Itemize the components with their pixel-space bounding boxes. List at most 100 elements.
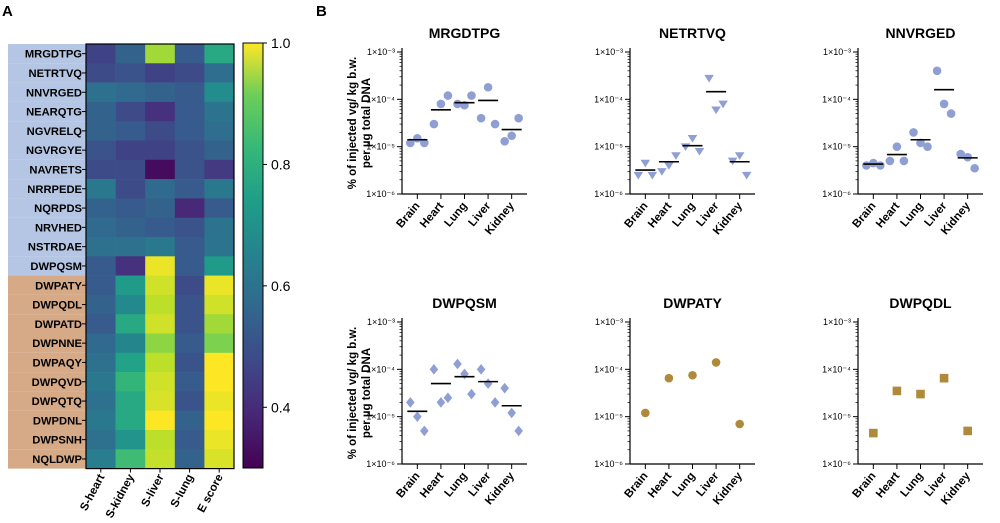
heatmap-cell bbox=[174, 391, 205, 411]
y-tick-label: 1×10⁻³ bbox=[367, 47, 395, 57]
heatmap-cell bbox=[174, 82, 205, 103]
heatmap-cell bbox=[115, 121, 146, 141]
data-point bbox=[711, 106, 721, 115]
row-group-band bbox=[8, 237, 86, 257]
colorbar-tick-label: 0.6 bbox=[271, 278, 291, 294]
heatmap-cell bbox=[145, 333, 176, 354]
heatmap-cell bbox=[115, 217, 146, 238]
heatmap-cell bbox=[145, 101, 176, 122]
heatmap-cell bbox=[86, 430, 116, 450]
data-point bbox=[514, 425, 523, 437]
heatmap-cell bbox=[204, 372, 235, 392]
heatmap-cell bbox=[115, 179, 146, 199]
heatmap-cell bbox=[145, 82, 176, 103]
heatmap-cell bbox=[145, 179, 176, 199]
heatmap-cell bbox=[204, 294, 235, 315]
y-tick-label: 1×10⁻⁵ bbox=[594, 142, 623, 152]
data-point bbox=[500, 136, 509, 146]
row-group-band bbox=[8, 352, 86, 373]
heatmap-cell bbox=[174, 140, 205, 161]
heatmap-row-label: NEARQTG bbox=[26, 107, 82, 119]
data-point bbox=[467, 388, 476, 400]
heatmap-row-label: NSTRDAE bbox=[28, 242, 83, 254]
y-tick-label: 1×10⁻³ bbox=[823, 317, 851, 327]
heatmap-cell bbox=[145, 352, 176, 373]
data-point bbox=[892, 142, 902, 151]
data-point bbox=[963, 426, 972, 436]
data-point bbox=[657, 168, 667, 176]
scatter-title: DWPQDL bbox=[889, 295, 952, 311]
heatmap-cell bbox=[86, 82, 116, 103]
y-tick-label: 1×10⁻⁶ bbox=[822, 189, 851, 199]
heatmap-cell bbox=[86, 63, 116, 83]
heatmap-cell bbox=[86, 237, 116, 257]
y-tick-label: 1×10⁻³ bbox=[823, 47, 851, 57]
heatmap-row-label: DWPDNL bbox=[33, 415, 82, 427]
data-point bbox=[483, 378, 493, 389]
scatter-panel-dwpaty: DWPATY 1×10⁻⁶ 1×10⁻⁵ 1×10⁻⁴ 1×10⁻³ BrainHeart… bbox=[594, 295, 755, 507]
x-tick-label: Brain bbox=[395, 200, 423, 230]
x-tick-label: Lung bbox=[899, 470, 926, 499]
data-point bbox=[939, 373, 949, 383]
heatmap-cell bbox=[174, 217, 205, 238]
scatter-title: NNVRGED bbox=[885, 25, 955, 41]
heatmap-row-label: NRVHED bbox=[35, 222, 82, 234]
heatmap-cell bbox=[115, 294, 146, 315]
y-tick-label: 1×10⁻⁵ bbox=[822, 142, 851, 152]
heatmap-row-label: NNVRGED bbox=[26, 87, 82, 99]
data-point bbox=[734, 152, 745, 160]
heatmap-row-label: DWPQTQ bbox=[32, 396, 83, 408]
heatmap-cell bbox=[204, 140, 235, 161]
data-point bbox=[671, 152, 681, 160]
x-tick-label: Heart bbox=[418, 470, 446, 500]
heatmap-cell bbox=[86, 44, 116, 64]
heatmap-cell bbox=[204, 101, 235, 122]
x-tick-label: Lung bbox=[671, 200, 698, 229]
heatmap-row-label: DWPATD bbox=[35, 319, 82, 331]
y-tick-label: 1×10⁻⁵ bbox=[366, 412, 395, 422]
data-point bbox=[443, 392, 453, 404]
data-point bbox=[406, 397, 415, 408]
heatmap-cell bbox=[145, 410, 176, 431]
heatmap-row-label: DWPAQY bbox=[32, 357, 82, 369]
heatmap-cell bbox=[115, 256, 146, 276]
row-group-band bbox=[8, 256, 86, 276]
heatmap-cell bbox=[174, 275, 205, 296]
scatter-title: DWPATY bbox=[663, 295, 722, 311]
x-tick-label: Heart bbox=[874, 470, 902, 500]
heatmap-cell bbox=[145, 63, 176, 83]
heatmap-cell bbox=[86, 198, 116, 218]
scatter-title: DWPQSM bbox=[432, 295, 497, 311]
y-tick-label: 1×10⁻³ bbox=[595, 47, 623, 57]
data-point bbox=[869, 428, 878, 438]
heatmap-col-label: S-liver bbox=[140, 472, 167, 509]
heatmap-cell bbox=[145, 449, 176, 469]
data-point bbox=[688, 370, 697, 380]
y-tick-label: 1×10⁻⁵ bbox=[822, 412, 851, 422]
data-point bbox=[429, 119, 439, 129]
y-tick-label: 1×10⁻⁴ bbox=[366, 364, 395, 374]
x-tick-label: Brain bbox=[851, 470, 879, 500]
row-group-band bbox=[8, 333, 86, 353]
heatmap-cell bbox=[86, 101, 116, 122]
data-point bbox=[453, 99, 462, 109]
scatter-panel-mrgdtpg: MRGDTPG 1×10⁻⁶ 1×10⁻⁵ 1×10⁻⁴ 1×10⁻³ BrainHear… bbox=[347, 25, 527, 237]
heatmap-cell bbox=[174, 237, 205, 257]
heatmap-cell bbox=[174, 159, 205, 180]
data-point bbox=[735, 419, 744, 429]
panel-label-b: B bbox=[316, 3, 327, 20]
data-point bbox=[476, 113, 486, 123]
y-tick-label: 1×10⁻³ bbox=[595, 317, 623, 327]
heatmap-cell bbox=[145, 198, 176, 218]
heatmap-cell bbox=[145, 140, 176, 161]
data-point bbox=[647, 171, 658, 180]
heatmap-cell bbox=[204, 430, 235, 450]
heatmap-cell bbox=[86, 256, 116, 276]
y-tick-label: 1×10⁻⁴ bbox=[594, 364, 623, 374]
heatmap-row-label: DWPATY bbox=[35, 280, 82, 292]
data-point bbox=[946, 109, 956, 118]
data-point bbox=[664, 162, 674, 170]
heatmap-cell bbox=[86, 275, 116, 296]
row-group-band bbox=[8, 63, 86, 83]
heatmap-cell bbox=[174, 430, 205, 450]
